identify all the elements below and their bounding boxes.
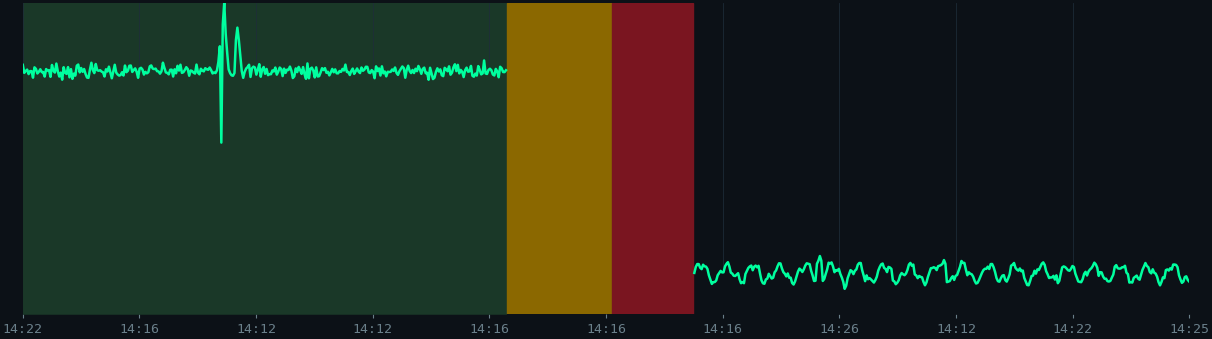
- Bar: [507, 3, 612, 314]
- Bar: [612, 3, 693, 314]
